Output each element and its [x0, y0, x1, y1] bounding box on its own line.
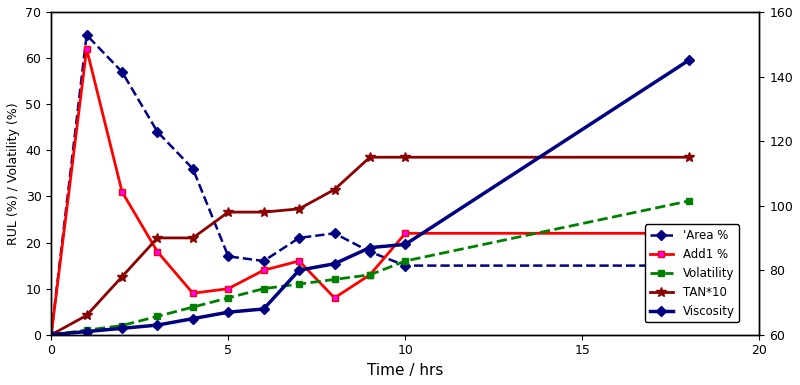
TAN*10 — [684, 155, 694, 159]
'Area % — [82, 33, 91, 37]
'Area % — [401, 263, 410, 268]
Viscosity — [118, 326, 127, 331]
Add1 % — [259, 268, 269, 273]
TAN*10 — [118, 275, 127, 279]
Add1 % — [118, 189, 127, 194]
Y-axis label: RUL (%) / Volatility (%): RUL (%) / Volatility (%) — [7, 102, 20, 245]
Add1 % — [46, 333, 56, 337]
'Area % — [684, 263, 694, 268]
Volatility — [118, 323, 127, 328]
Viscosity — [684, 58, 694, 63]
Viscosity — [365, 245, 374, 250]
Line: TAN*10: TAN*10 — [46, 152, 694, 340]
Viscosity — [153, 323, 162, 327]
Volatility — [330, 277, 339, 282]
Line: Add1 %: Add1 % — [49, 46, 691, 338]
TAN*10 — [223, 210, 233, 214]
TAN*10 — [365, 155, 374, 159]
Volatility — [294, 282, 304, 286]
'Area % — [188, 166, 198, 171]
Add1 % — [294, 259, 304, 263]
Viscosity — [294, 268, 304, 273]
Viscosity — [259, 306, 269, 311]
TAN*10 — [82, 313, 91, 318]
'Area % — [153, 129, 162, 134]
Viscosity — [223, 310, 233, 315]
TAN*10 — [188, 236, 198, 240]
Viscosity — [46, 333, 56, 337]
Line: Viscosity: Viscosity — [48, 57, 692, 338]
Viscosity — [401, 242, 410, 247]
'Area % — [365, 249, 374, 254]
Legend: 'Area %, Add1 %, Volatility, TAN*10, Viscosity: 'Area %, Add1 %, Volatility, TAN*10, Vis… — [645, 224, 739, 322]
Line: 'Area %: 'Area % — [48, 32, 692, 338]
TAN*10 — [330, 187, 339, 192]
Volatility — [223, 296, 233, 300]
'Area % — [223, 254, 233, 259]
Viscosity — [82, 329, 91, 334]
TAN*10 — [259, 210, 269, 214]
Add1 % — [188, 291, 198, 296]
Add1 % — [684, 231, 694, 236]
Volatility — [46, 333, 56, 337]
Add1 % — [82, 47, 91, 51]
Viscosity — [330, 261, 339, 266]
Add1 % — [153, 249, 162, 254]
Volatility — [82, 328, 91, 333]
TAN*10 — [153, 236, 162, 240]
TAN*10 — [46, 333, 56, 337]
Add1 % — [330, 296, 339, 300]
Viscosity — [188, 316, 198, 321]
Volatility — [259, 286, 269, 291]
X-axis label: Time / hrs: Time / hrs — [367, 363, 443, 378]
TAN*10 — [294, 207, 304, 211]
Volatility — [401, 259, 410, 263]
Volatility — [684, 199, 694, 203]
Volatility — [188, 305, 198, 310]
'Area % — [259, 259, 269, 263]
Line: Volatility: Volatility — [49, 198, 691, 338]
'Area % — [46, 333, 56, 337]
Add1 % — [223, 286, 233, 291]
'Area % — [118, 70, 127, 74]
'Area % — [330, 231, 339, 236]
Volatility — [153, 314, 162, 319]
TAN*10 — [401, 155, 410, 159]
'Area % — [294, 236, 304, 240]
Add1 % — [365, 273, 374, 277]
Volatility — [365, 273, 374, 277]
Add1 % — [401, 231, 410, 236]
